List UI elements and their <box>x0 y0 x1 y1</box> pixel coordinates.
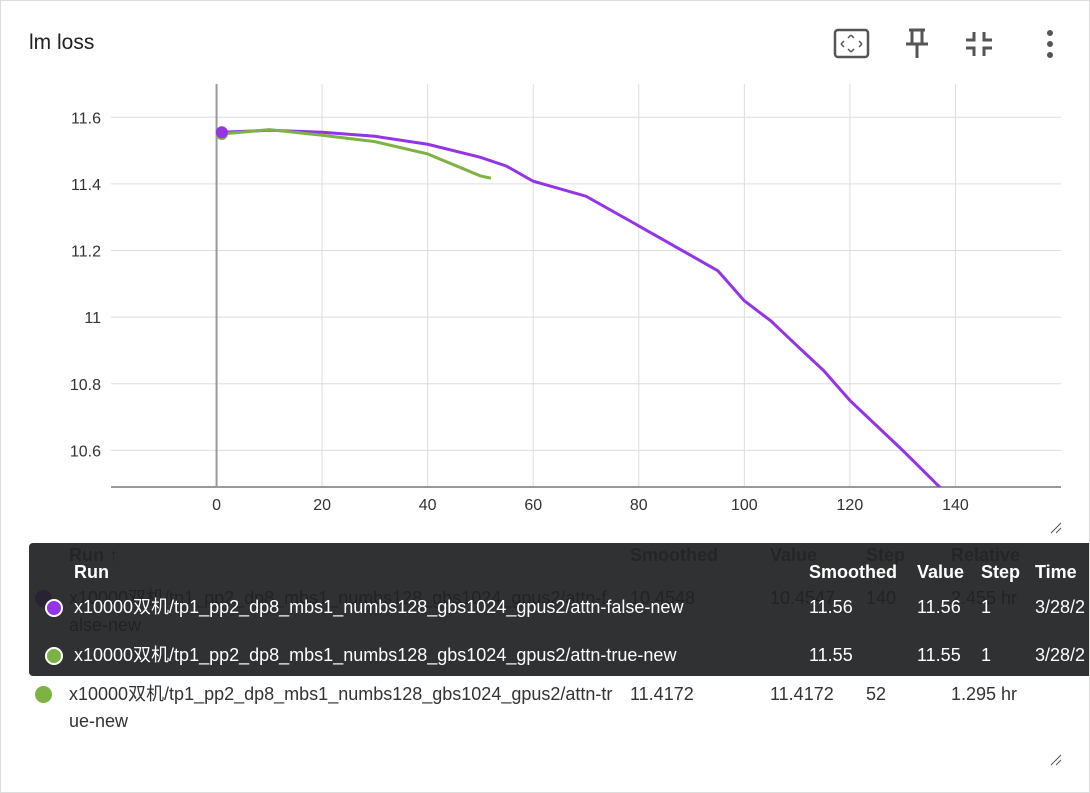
tooltip-cell: 11.56 <box>809 597 853 617</box>
resize-handle[interactable] <box>1049 753 1063 767</box>
table-cell: 11.4172 <box>630 684 694 704</box>
card-title: lm loss <box>29 31 95 54</box>
tooltip-header: Smoothed <box>809 562 897 582</box>
tooltip-cell: 1 <box>981 597 992 617</box>
tooltip-header: Step <box>981 562 1021 582</box>
tooltip-cell: 11.55 <box>917 645 961 665</box>
tooltip-header: Time <box>1035 562 1077 582</box>
resize-handle[interactable] <box>1049 521 1063 535</box>
series-line <box>221 128 943 487</box>
tooltip-header: Run <box>74 562 109 582</box>
tooltip-dot <box>45 647 63 665</box>
chart: 10.6 10.8 11 11.2 11.4 11.6 0 20 40 60 80 100 120 140 <box>70 84 1061 514</box>
pin-button[interactable] <box>906 28 928 58</box>
x-tick-label: 0 <box>212 497 221 514</box>
tooltip-cell: 11.55 <box>809 645 853 665</box>
y-tick-label: 10.8 <box>70 377 101 394</box>
toolbar <box>833 28 1053 59</box>
x-tick-label: 60 <box>524 497 542 514</box>
tooltip-dot <box>45 599 63 617</box>
run-name: x10000双机/tp1_pp2_dp8_mbs1_numbs128_gbs10… <box>69 684 613 731</box>
tooltip-run: x10000双机/tp1_pp2_dp8_mbs1_numbs128_gbs10… <box>74 597 684 617</box>
table-cell: 52 <box>866 684 887 704</box>
series-line <box>221 128 492 180</box>
tooltip-cell: 3/28/2 <box>1035 645 1086 665</box>
x-tick-label: 40 <box>419 497 437 514</box>
y-tick-label: 11 <box>84 310 101 327</box>
x-tick-label: 20 <box>313 497 331 514</box>
y-tick-label: 11.2 <box>71 244 101 261</box>
fit-button[interactable] <box>833 28 870 59</box>
x-tick-label: 100 <box>731 497 758 514</box>
table-cell: 1.295 hr <box>951 684 1018 704</box>
legend-dot <box>35 686 52 703</box>
x-tick-label: 120 <box>837 497 864 514</box>
tooltip-run: x10000双机/tp1_pp2_dp8_mbs1_numbs128_gbs10… <box>74 645 677 665</box>
y-tick-label: 10.6 <box>70 443 101 460</box>
table-cell: 11.4172 <box>770 684 834 704</box>
x-tick-label: 140 <box>942 497 969 514</box>
tooltip-cell: 3/28/2 <box>1035 597 1086 617</box>
y-tick-label: 11.4 <box>71 177 101 194</box>
tooltip: Run Smoothed Value Step Time x10000双机/tp1_pp2… <box>29 543 1089 676</box>
y-tick-label: 11.6 <box>71 110 101 127</box>
x-tick-label: 80 <box>630 497 648 514</box>
tooltip-header: Value <box>917 562 965 582</box>
collapse-button[interactable] <box>966 32 992 56</box>
tooltip-cell: 11.56 <box>917 597 961 617</box>
point-marker <box>215 126 228 139</box>
menu-button[interactable] <box>1047 30 1053 58</box>
tooltip-cell: 1 <box>981 645 992 665</box>
